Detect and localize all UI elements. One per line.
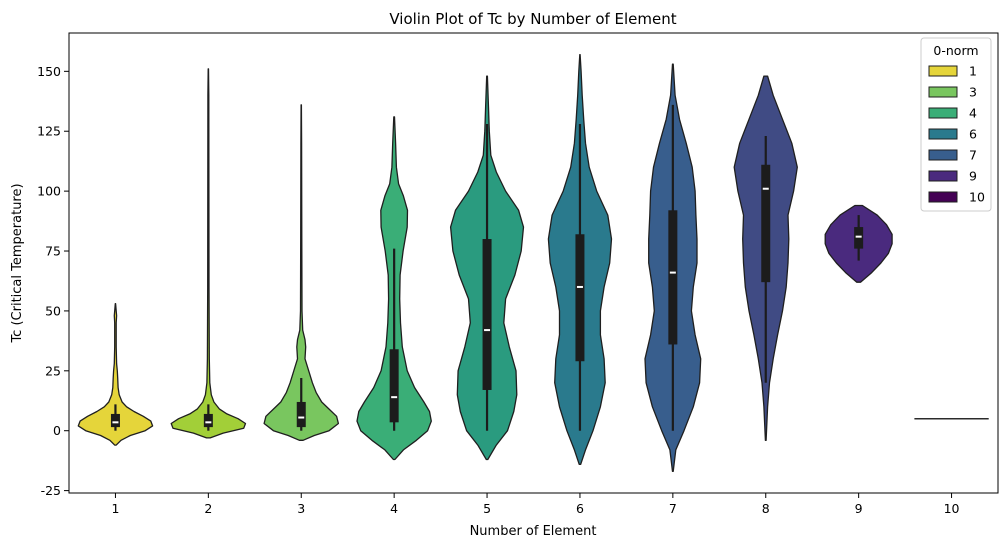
x-tick-label: 6 <box>576 501 584 516</box>
legend-swatch-7 <box>928 149 958 161</box>
violin-2-iqr-box <box>203 413 213 428</box>
violin-7-iqr-box <box>668 210 678 345</box>
legend-swatch-10 <box>928 191 958 203</box>
x-tick-label: 2 <box>204 501 212 516</box>
legend-label-3: 3 <box>969 85 977 100</box>
y-tick-label: 25 <box>45 363 61 378</box>
y-tick-label: 75 <box>45 244 61 259</box>
y-tick-label: 0 <box>53 423 61 438</box>
legend-swatch-9 <box>928 170 958 182</box>
legend-items: 1 3 4 6 7 9 10 <box>928 64 985 205</box>
violin-2 <box>170 68 247 439</box>
y-tick-label: 125 <box>37 124 61 139</box>
x-tick-label: 10 <box>944 501 960 516</box>
x-tick-label: 7 <box>669 501 677 516</box>
legend-swatch-1 <box>928 65 958 77</box>
y-tick-label: -25 <box>41 483 61 498</box>
violin-8-iqr-box <box>761 164 771 283</box>
legend-label-7: 7 <box>969 148 977 163</box>
x-axis: 1 2 3 4 5 6 7 8 9 10 <box>111 493 960 516</box>
y-tick-label: 150 <box>37 64 61 79</box>
legend-label-4: 4 <box>969 106 977 121</box>
box-summaries <box>110 104 864 431</box>
violin-3 <box>263 104 340 441</box>
x-axis-label: Number of Element <box>470 524 597 539</box>
x-tick-label: 8 <box>762 501 770 516</box>
legend-label-1: 1 <box>969 64 977 79</box>
violins <box>77 53 989 473</box>
violin-1 <box>77 303 154 446</box>
legend-label-6: 6 <box>969 127 977 142</box>
violin-1-iqr-box <box>110 413 120 428</box>
violin-4-iqr-box <box>389 349 399 423</box>
legend-swatch-4 <box>928 107 958 119</box>
x-tick-label: 1 <box>111 501 119 516</box>
plot-frame <box>68 32 999 494</box>
legend-swatch-6 <box>928 128 958 140</box>
violin-6-iqr-box <box>575 234 585 362</box>
y-tick-label: 50 <box>45 303 61 318</box>
legend-label-10: 10 <box>969 190 985 205</box>
legend-frame <box>920 37 992 212</box>
x-tick-label: 4 <box>390 501 398 516</box>
y-axis-label: Tc (Critical Temperature) <box>10 183 25 343</box>
violin-3-iqr-box <box>296 401 306 428</box>
x-tick-label: 9 <box>855 501 863 516</box>
violin-9-iqr-box <box>854 227 864 249</box>
x-tick-label: 5 <box>483 501 491 516</box>
chart-title: Violin Plot of Tc by Number of Element <box>389 10 676 28</box>
y-axis: -25 0 25 50 75 100 125 150 <box>37 64 69 498</box>
x-tick-label: 3 <box>297 501 305 516</box>
y-tick-label: 100 <box>37 184 61 199</box>
legend: 0-norm 1 3 4 6 7 9 10 <box>920 37 992 212</box>
legend-title: 0-norm <box>933 43 978 58</box>
violin-5-iqr-box <box>482 239 492 390</box>
legend-label-9: 9 <box>969 169 977 184</box>
legend-swatch-3 <box>928 86 958 98</box>
